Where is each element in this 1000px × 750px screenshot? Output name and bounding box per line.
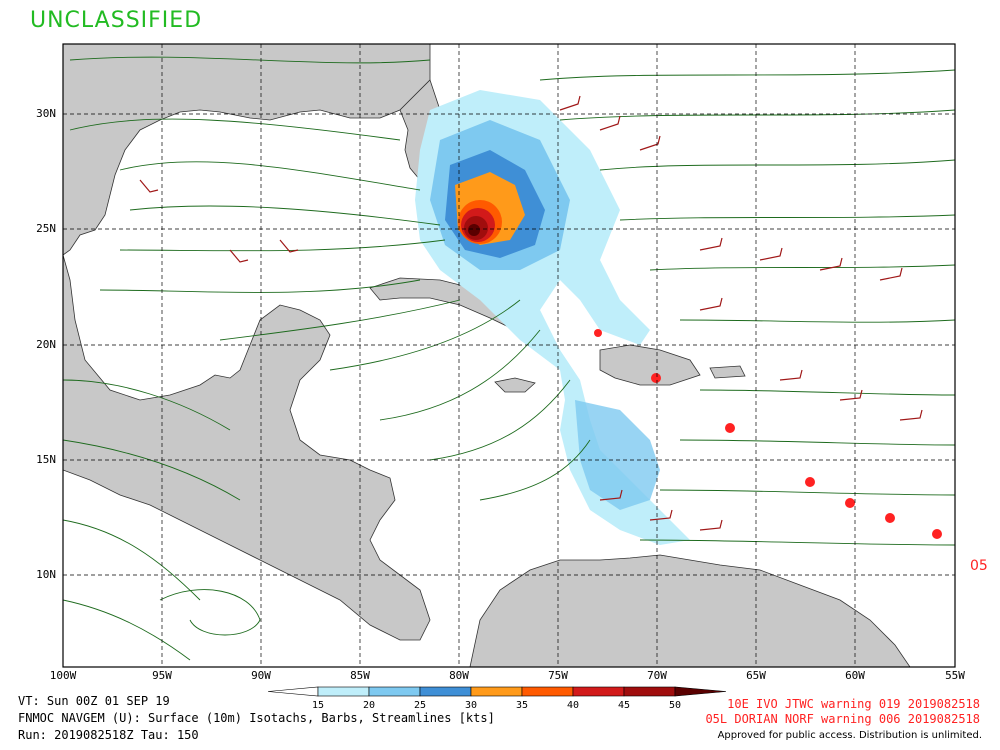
south-america-land — [469, 554, 911, 667]
run-info: Run: 2019082518Z Tau: 150 — [18, 728, 199, 742]
legend-swatch — [470, 686, 523, 697]
puerto-rico-land — [709, 365, 746, 379]
product-description: FNMOC NAVGEM (U): Surface (10m) Isotachs… — [18, 711, 495, 725]
legend-tick-label: 40 — [566, 700, 580, 711]
legend-swatch — [572, 686, 625, 697]
legend-tick-label: 30 — [464, 700, 478, 711]
lon-label-55w: 55W — [945, 669, 965, 682]
lon-label-65w: 65W — [746, 669, 766, 682]
legend-tick-label: 45 — [617, 700, 631, 711]
barb-layer — [139, 95, 923, 531]
map-border — [62, 43, 956, 668]
legend-left-cap — [267, 686, 319, 697]
legend-swatch — [521, 686, 574, 697]
lat-label-20n: 20N — [36, 338, 56, 351]
classification-banner: UNCLASSIFIED — [30, 8, 203, 33]
lon-label-70w: 70W — [647, 669, 667, 682]
lat-label-10n: 10N — [36, 568, 56, 581]
legend-swatch — [368, 686, 421, 697]
valid-time: VT: Sun 00Z 01 SEP 19 — [18, 694, 170, 708]
legend-tick-label: 15 — [311, 700, 325, 711]
isotach-layer — [415, 90, 690, 545]
lon-label-95w: 95W — [152, 669, 172, 682]
legend-swatch — [623, 686, 676, 697]
legend-swatch — [419, 686, 472, 697]
lon-label-100w: 100W — [49, 669, 77, 682]
hispaniola-land — [599, 344, 701, 386]
warning-dorian: 05L DORIAN NORF warning 006 2019082518 — [705, 712, 980, 726]
warning-ivo: 10E IVO JTWC warning 019 2019082518 — [727, 697, 980, 711]
legend-swatch — [317, 686, 370, 697]
isotach-legend-bar — [267, 686, 727, 697]
lon-label-80w: 80W — [449, 669, 469, 682]
lon-label-85w: 85W — [350, 669, 370, 682]
lat-label-25n: 25N — [36, 222, 56, 235]
legend-tick-label: 50 — [668, 700, 682, 711]
jamaica-land — [494, 377, 536, 393]
approval-notice: Approved for public access. Distribution… — [717, 730, 982, 741]
storm-track-layer — [594, 329, 942, 539]
lon-label-90w: 90W — [251, 669, 271, 682]
legend-tick-label: 20 — [362, 700, 376, 711]
storm-number-label: 05 — [970, 558, 988, 574]
streamline-layer — [63, 56, 955, 661]
lat-lon-grid — [63, 44, 955, 667]
legend-tick-label: 25 — [413, 700, 427, 711]
legend-tick-label: 35 — [515, 700, 529, 711]
legend-swatch — [674, 686, 727, 697]
lon-label-60w: 60W — [845, 669, 865, 682]
lon-label-75w: 75W — [548, 669, 568, 682]
lat-label-15n: 15N — [36, 453, 56, 466]
lat-label-30n: 30N — [36, 107, 56, 120]
